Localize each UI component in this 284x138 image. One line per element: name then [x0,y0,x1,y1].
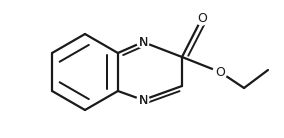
Text: O: O [215,66,225,79]
Text: O: O [197,11,207,25]
Text: N: N [138,35,148,48]
Circle shape [137,36,149,48]
Circle shape [137,94,149,106]
Text: N: N [138,35,148,48]
Text: N: N [138,94,148,107]
Text: N: N [138,94,148,107]
Circle shape [213,65,227,79]
Circle shape [195,11,209,25]
